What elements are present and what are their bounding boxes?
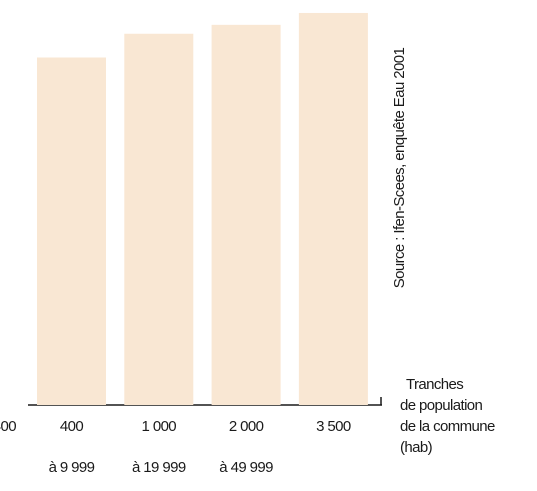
x-axis-label: de population [400, 397, 483, 414]
bar [211, 24, 281, 406]
x-tick-label: 1 000 [142, 418, 177, 435]
x-tick-sublabel: à 19 999 [132, 459, 186, 476]
x-tick-label: 2 000 [229, 418, 264, 435]
bar [298, 12, 368, 406]
x-axis-label: de la commune [400, 418, 495, 435]
bar [37, 57, 106, 405]
x-tick-label: 400 [60, 418, 83, 435]
source-note: Source : Ifen-Scees, enquête Eau 2001 [391, 48, 408, 289]
x-axis-label: Tranches [406, 376, 463, 393]
x-tick-sublabel: à 9 999 [49, 459, 95, 476]
x-axis-label: (hab) [400, 439, 433, 456]
x-tick-label: 3 500 [316, 418, 351, 435]
bar [124, 33, 194, 405]
x-tick-sublabel: à 49 999 [219, 459, 273, 476]
cut-tick-label: 400 [0, 418, 16, 435]
